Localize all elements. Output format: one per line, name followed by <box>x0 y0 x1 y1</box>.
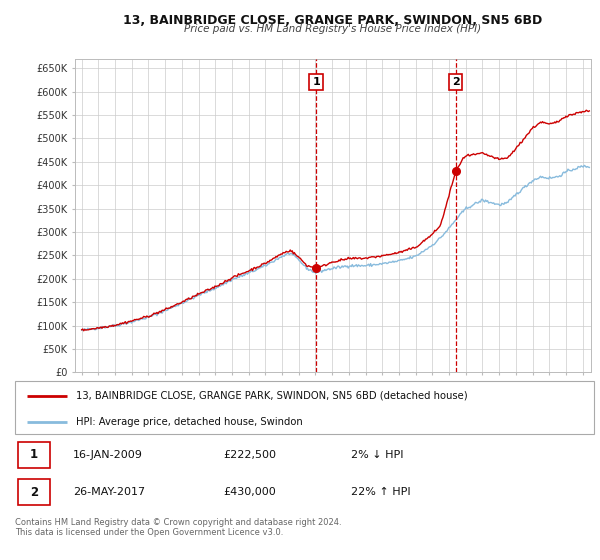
Text: £430,000: £430,000 <box>223 487 276 497</box>
Text: 2% ↓ HPI: 2% ↓ HPI <box>351 450 403 460</box>
Bar <box>18 479 50 505</box>
Text: Price paid vs. HM Land Registry's House Price Index (HPI): Price paid vs. HM Land Registry's House … <box>184 24 482 34</box>
Text: 16-JAN-2009: 16-JAN-2009 <box>73 450 143 460</box>
Text: 26-MAY-2017: 26-MAY-2017 <box>73 487 145 497</box>
Text: HPI: Average price, detached house, Swindon: HPI: Average price, detached house, Swin… <box>76 417 302 427</box>
Text: 1: 1 <box>30 449 38 461</box>
Text: 2: 2 <box>30 486 38 498</box>
Bar <box>18 442 50 468</box>
Text: £222,500: £222,500 <box>223 450 277 460</box>
Text: 22% ↑ HPI: 22% ↑ HPI <box>351 487 410 497</box>
Text: 2: 2 <box>452 77 460 87</box>
Text: 13, BAINBRIDGE CLOSE, GRANGE PARK, SWINDON, SN5 6BD (detached house): 13, BAINBRIDGE CLOSE, GRANGE PARK, SWIND… <box>76 391 467 401</box>
Text: 1: 1 <box>312 77 320 87</box>
Text: Contains HM Land Registry data © Crown copyright and database right 2024.
This d: Contains HM Land Registry data © Crown c… <box>15 518 341 538</box>
Text: 13, BAINBRIDGE CLOSE, GRANGE PARK, SWINDON, SN5 6BD: 13, BAINBRIDGE CLOSE, GRANGE PARK, SWIND… <box>124 14 542 27</box>
